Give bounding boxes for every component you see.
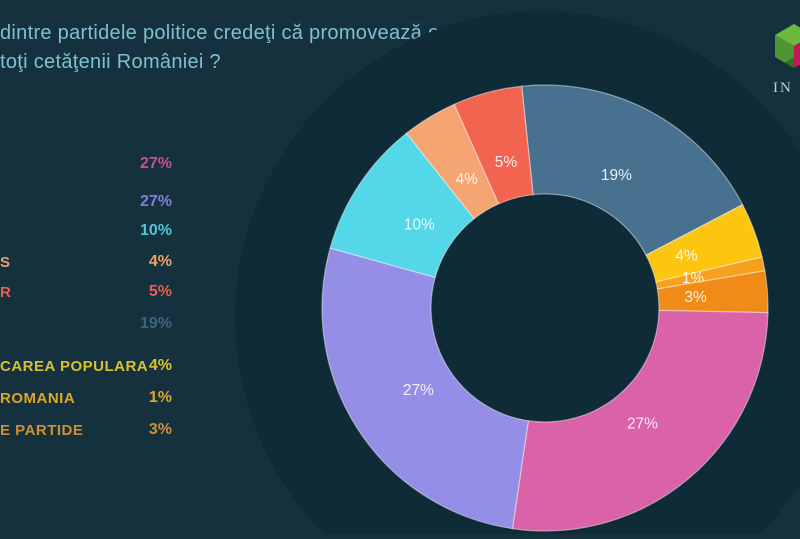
slice-label: 3%	[684, 289, 707, 306]
pie-slice	[521, 84, 744, 256]
legend-row: 27%	[0, 155, 174, 175]
pie-slice	[655, 256, 766, 290]
legend-value: 19%	[139, 315, 172, 332]
legend-row: 27%	[0, 193, 174, 213]
pie-slice	[321, 247, 530, 530]
slice-label: 10%	[404, 216, 435, 233]
legend-row: ROMANIA 1%	[0, 389, 174, 409]
legend-value: 1%	[148, 389, 172, 406]
slice-label: 5%	[495, 154, 518, 171]
pie-slice	[511, 309, 769, 532]
legend-value: 10%	[139, 222, 172, 239]
legend-value: 27%	[139, 155, 172, 172]
legend-value: 5%	[148, 283, 172, 300]
legend-value: 4%	[148, 357, 172, 374]
legend-label: S	[0, 254, 11, 271]
legend-value: 4%	[148, 253, 172, 270]
legend-row: R 5%	[0, 283, 174, 303]
pie-slice	[656, 270, 769, 314]
chart-legend: 27% 27% 10% S 4% R 5% 19% CAREA POPULARA 4% ROMANI…	[0, 0, 200, 534]
legend-row: 19%	[0, 315, 174, 335]
legend-row: CAREA POPULARA 4%	[0, 357, 174, 377]
legend-row: S 4%	[0, 253, 174, 273]
legend-label: R	[0, 284, 12, 301]
pie-slice	[329, 132, 476, 279]
legend-label: CAREA POPULARA	[0, 358, 149, 375]
slice-label: 27%	[403, 382, 434, 399]
slice-label: 19%	[601, 167, 632, 184]
chart-title-line-2: toţi cetăţenii României ?	[0, 51, 221, 73]
slice-label: 4%	[675, 247, 698, 264]
inscop-logo-text: IN	[773, 80, 793, 96]
legend-value: 3%	[148, 421, 172, 438]
legend-row: 10%	[0, 222, 174, 242]
pie-slice	[453, 85, 534, 205]
legend-label: ROMANIA	[0, 390, 76, 407]
slice-label: 4%	[456, 171, 479, 188]
slice-label: 27%	[627, 415, 658, 432]
legend-value: 27%	[139, 193, 172, 210]
inscop-logo-cube-icon	[775, 24, 800, 68]
legend-row: E PARTIDE 3%	[0, 421, 174, 441]
legend-label: E PARTIDE	[0, 422, 84, 439]
